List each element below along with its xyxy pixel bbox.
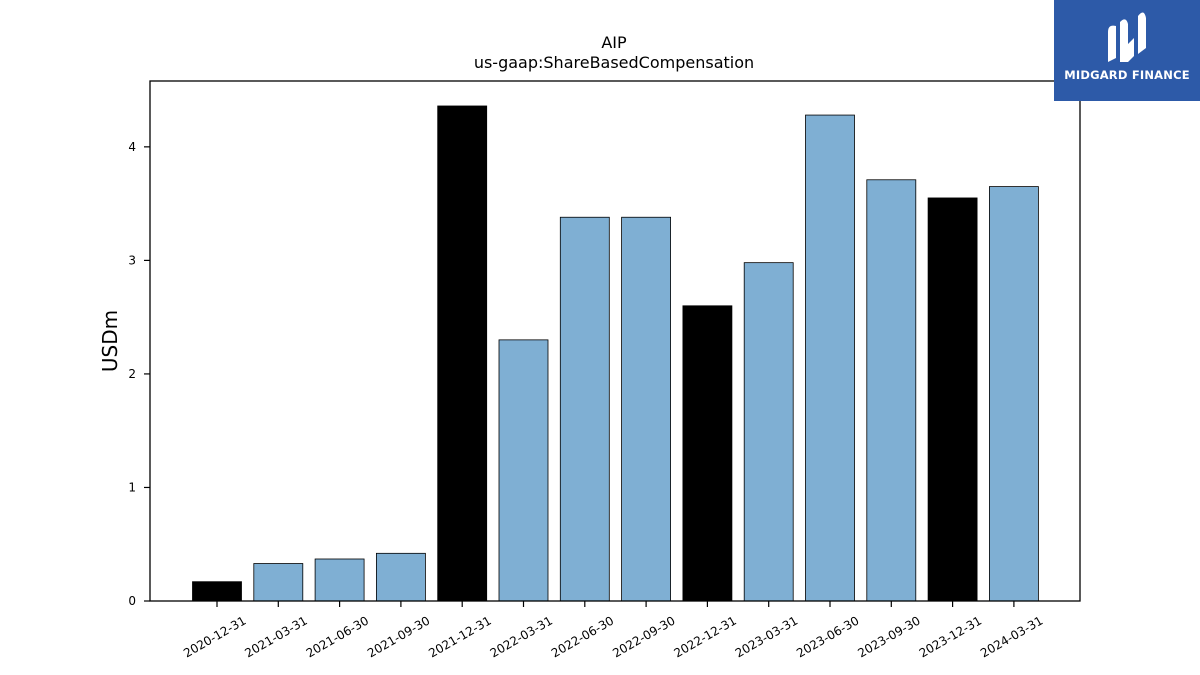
bar-2022-12-31 (682, 305, 733, 602)
x-tick-label: 2022-03-31 (488, 613, 555, 660)
bar-2021-09-30 (375, 552, 426, 602)
bar-2022-06-30 (559, 216, 610, 602)
x-tick-label: 2021-09-30 (365, 613, 432, 660)
x-tick-label: 2022-06-30 (549, 613, 616, 660)
x-tick-label: 2023-06-30 (794, 613, 861, 660)
bar-2020-12-31 (192, 581, 242, 602)
x-tick-label: 2023-12-31 (917, 613, 984, 660)
y-tick-label: 0 (128, 594, 136, 608)
x-tick-label: 2022-12-31 (671, 613, 738, 660)
x-tick-label: 2022-09-30 (610, 613, 677, 660)
x-axis-ticks: 2020-12-312021-03-312021-06-302021-09-30… (181, 601, 1045, 660)
midgard-logo-icon (1108, 12, 1146, 63)
bar-2021-06-30 (314, 558, 365, 602)
bars-group (192, 105, 1039, 602)
bar-2023-12-31 (927, 197, 978, 602)
chart-title: AIP (601, 33, 627, 52)
bar-2024-03-31 (989, 186, 1039, 602)
x-tick-label: 2021-06-30 (304, 613, 371, 660)
bar-2021-03-31 (253, 563, 304, 602)
bar-2023-06-30 (805, 114, 855, 602)
x-tick-label: 2023-03-31 (733, 613, 800, 660)
y-tick-label: 4 (128, 140, 136, 154)
x-tick-label: 2020-12-31 (181, 613, 248, 660)
bar-2023-09-30 (866, 179, 917, 602)
x-tick-label: 2021-03-31 (242, 613, 309, 660)
plot-frame (149, 80, 1081, 602)
midgard-finance-logo: MIDGARD FINANCE (1054, 0, 1200, 101)
logo-text: MIDGARD FINANCE (1064, 68, 1190, 82)
y-tick-label: 3 (128, 253, 136, 267)
y-tick-label: 2 (128, 367, 136, 381)
bar-2021-12-31 (437, 105, 488, 602)
bar-2022-09-30 (621, 216, 671, 602)
y-tick-label: 1 (128, 480, 136, 494)
x-tick-label: 2021-12-31 (426, 613, 493, 660)
x-tick-label: 2024-03-31 (978, 613, 1045, 660)
x-tick-label: 2023-09-30 (855, 613, 922, 660)
y-axis-label: USDm (98, 310, 122, 372)
chart-subtitle: us-gaap:ShareBasedCompensation (474, 53, 754, 72)
y-axis-ticks: 0 1 2 3 4 (128, 140, 150, 608)
bar-2022-03-31 (498, 339, 549, 602)
bar-2023-03-31 (743, 262, 794, 602)
